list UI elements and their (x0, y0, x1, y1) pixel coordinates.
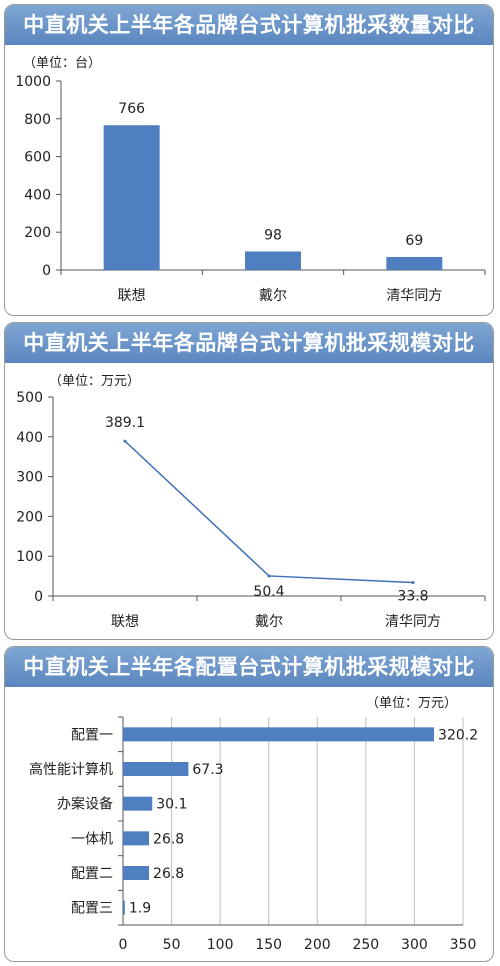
y-tick-label: 0 (34, 589, 43, 605)
chart-title: 中直机关上半年各品牌台式计算机批采规模对比 (5, 323, 493, 363)
bar (103, 125, 160, 270)
y-tick-label: 600 (24, 150, 51, 166)
chart-panel-brand-scale: 中直机关上半年各品牌台式计算机批采规模对比 （单位：万元） 0 100 200 300 4… (4, 322, 494, 640)
data-label: 766 (118, 101, 145, 117)
data-label: 50.4 (253, 584, 284, 600)
data-point (411, 581, 415, 585)
data-point (123, 439, 127, 443)
data-label: 98 (264, 227, 282, 243)
x-tick-label: 0 (119, 937, 128, 953)
y-tick-label: 300 (16, 470, 43, 486)
x-tick-label: 150 (255, 937, 282, 953)
unit-label: （单位：万元） (49, 374, 140, 389)
y-tick-label: 400 (16, 430, 43, 446)
x-tick-label: 戴尔 (259, 288, 287, 304)
bar (123, 762, 189, 776)
y-tick-label: 200 (24, 225, 51, 241)
y-tick-label: 办案设备 (57, 796, 113, 813)
x-tick-label: 清华同方 (385, 614, 441, 630)
x-tick-label: 戴尔 (255, 614, 283, 630)
bar (123, 796, 153, 811)
bar (386, 256, 443, 270)
y-tick-label: 1000 (15, 74, 51, 90)
x-tick-label: 联想 (118, 288, 146, 304)
y-tick-label: 200 (16, 509, 43, 525)
chart-title: 中直机关上半年各配置台式计算机批采规模对比 (5, 647, 493, 687)
bar (123, 831, 150, 846)
y-tick-label: 一体机 (71, 831, 113, 847)
bar (123, 727, 435, 742)
data-label: 30.1 (156, 797, 187, 813)
data-label: 67.3 (192, 762, 223, 778)
chart-title: 中直机关上半年各品牌台式计算机批采数量对比 (5, 5, 493, 45)
y-tick-label: 400 (24, 187, 51, 203)
unit-label: （单位：台） (23, 56, 101, 71)
chart-panel-brand-quantity: 中直机关上半年各品牌台式计算机批采数量对比 （单位：台） 0 200 400 600 80… (4, 4, 494, 316)
data-label: 320.2 (438, 727, 478, 743)
x-tick-label: 350 (450, 937, 477, 953)
y-tick-label: 配置三 (71, 901, 113, 917)
chart-panel-config-scale: 中直机关上半年各配置台式计算机批采规模对比 （单位：万元） 0 50 100 150 20… (4, 646, 494, 962)
data-label: 26.8 (153, 831, 184, 847)
y-tick-label: 高性能计算机 (29, 761, 113, 778)
brand-scale-line-chart: （单位：万元） 0 100 200 300 400 500 389.1 联想 50.4 戴尔 33.8… (16, 374, 486, 630)
x-tick-label: 50 (163, 937, 181, 953)
y-tick-label: 500 (16, 390, 43, 406)
data-label: 389.1 (105, 415, 145, 431)
data-label: 33.8 (397, 589, 428, 605)
brand-quantity-bar-chart: （单位：台） 0 200 400 600 800 1000 766 联想 98 戴尔 69 清华同方 (15, 56, 486, 304)
x-tick-label: 250 (352, 937, 379, 953)
bar (123, 866, 150, 880)
bar (123, 900, 125, 915)
x-tick-label: 200 (304, 937, 331, 953)
unit-label: （单位：万元） (366, 696, 457, 711)
x-tick-label: 100 (207, 937, 234, 953)
y-tick-label: 配置二 (71, 866, 113, 882)
y-tick-label: 配置一 (71, 727, 113, 743)
y-tick-label: 800 (24, 112, 51, 128)
data-label: 69 (405, 233, 423, 249)
bar (245, 251, 301, 270)
x-tick-label: 联想 (111, 614, 139, 630)
data-label: 1.9 (129, 901, 151, 917)
data-point (267, 574, 271, 578)
y-tick-label: 0 (42, 263, 51, 279)
config-scale-hbar-chart: （单位：万元） 0 50 100 150 200 250 300 350 320.2 配置一 67.3… (29, 696, 478, 953)
data-label: 26.8 (153, 866, 184, 882)
x-tick-label: 清华同方 (386, 288, 442, 304)
x-tick-label: 300 (401, 937, 428, 953)
series-line (124, 440, 414, 584)
y-tick-label: 100 (16, 549, 43, 565)
